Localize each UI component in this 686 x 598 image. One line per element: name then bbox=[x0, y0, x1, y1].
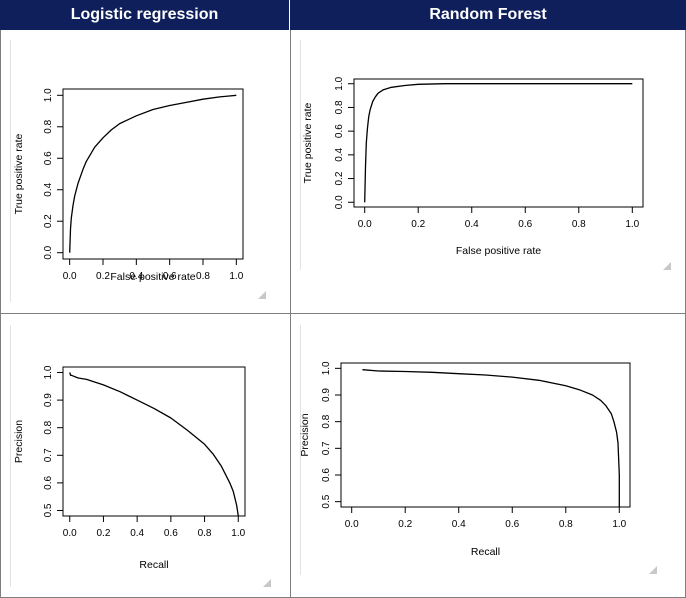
curve-line bbox=[69, 372, 239, 517]
plot-frame bbox=[62, 88, 244, 260]
x-tick-label: 0.6 bbox=[518, 219, 532, 230]
y-tick-label: 0.6 bbox=[43, 476, 54, 490]
x-tick-label: 1.0 bbox=[231, 528, 245, 539]
y-tick-label: 0.4 bbox=[43, 182, 54, 196]
y-tick-label: 0.8 bbox=[43, 420, 54, 434]
y-tick-label: 1.0 bbox=[43, 365, 54, 379]
curve-line bbox=[362, 369, 620, 507]
x-tick-label: 0.2 bbox=[96, 271, 110, 282]
x-tick-label: 1.0 bbox=[229, 271, 243, 282]
image-frame-rf-pr bbox=[300, 325, 676, 575]
plot-frame bbox=[62, 366, 246, 517]
y-tick-label: 1.0 bbox=[321, 361, 332, 375]
y-axis-label: True positive rate bbox=[13, 133, 25, 214]
image-frame-rf-roc bbox=[300, 40, 676, 270]
y-tick-label: 0.2 bbox=[43, 214, 54, 228]
y-axis-label: Precision bbox=[299, 413, 311, 456]
y-tick-label: 0.7 bbox=[321, 441, 332, 455]
plot-frame bbox=[340, 362, 631, 508]
y-tick-label: 0.5 bbox=[43, 503, 54, 517]
resize-handle-icon[interactable] bbox=[263, 579, 271, 587]
x-tick-label: 0.0 bbox=[345, 519, 359, 530]
x-tick-label: 0.8 bbox=[198, 528, 212, 539]
x-tick-label: 0.2 bbox=[96, 528, 110, 539]
table-border-row bbox=[0, 313, 686, 314]
x-tick-label: 0.6 bbox=[505, 519, 519, 530]
resize-handle-icon[interactable] bbox=[649, 566, 657, 574]
x-tick-label: 0.4 bbox=[465, 219, 479, 230]
y-tick-label: 1.0 bbox=[43, 88, 54, 102]
y-tick-label: 0.4 bbox=[334, 147, 345, 161]
x-axis-label: Recall bbox=[139, 559, 168, 571]
curve-line bbox=[364, 83, 633, 203]
x-tick-label: 0.4 bbox=[129, 271, 143, 282]
y-tick-label: 0.6 bbox=[321, 468, 332, 482]
image-frame-lr-roc bbox=[10, 40, 281, 302]
x-tick-label: 1.0 bbox=[625, 219, 639, 230]
x-tick-label: 0.8 bbox=[572, 219, 586, 230]
x-tick-label: 0.4 bbox=[452, 519, 466, 530]
x-tick-label: 0.6 bbox=[163, 271, 177, 282]
rf-pr-chart: 0.0 0.2 0.4 0.6 0.8 1.0 0.5 0.6 0.7 0.8 0.9 1.0 Reca… bbox=[299, 361, 631, 558]
lr-pr-chart: 0.0 0.2 0.4 0.6 0.8 1.0 0.5 0.6 0.7 0.8 0.9 1.0 Reca… bbox=[13, 365, 246, 571]
x-tick-label: 0.8 bbox=[559, 519, 573, 530]
rf-roc-chart: 0.0 0.2 0.4 0.6 0.8 1.0 0.0 0.2 0.4 0.6 0.8 1.0 Fals… bbox=[302, 76, 644, 257]
y-tick-label: 0.8 bbox=[321, 414, 332, 428]
y-tick-label: 1.0 bbox=[334, 76, 345, 90]
y-tick-label: 0.5 bbox=[321, 494, 332, 508]
y-tick-label: 0.2 bbox=[334, 171, 345, 185]
x-axis-label: False positive rate bbox=[110, 271, 195, 283]
y-tick-label: 0.8 bbox=[334, 100, 345, 114]
x-tick-label: 1.0 bbox=[612, 519, 626, 530]
y-tick-label: 0.8 bbox=[43, 119, 54, 133]
x-tick-label: 0.4 bbox=[130, 528, 144, 539]
image-frame-lr-pr bbox=[10, 325, 281, 587]
table-border-middle bbox=[290, 30, 291, 598]
y-tick-label: 0.0 bbox=[334, 195, 345, 209]
x-axis-label: False positive rate bbox=[456, 245, 541, 257]
x-tick-label: 0.6 bbox=[164, 528, 178, 539]
y-tick-label: 0.0 bbox=[43, 245, 54, 259]
x-tick-label: 0.0 bbox=[63, 528, 77, 539]
x-tick-label: 0.2 bbox=[411, 219, 425, 230]
y-axis-label: Precision bbox=[13, 420, 25, 463]
plot-frame bbox=[353, 78, 644, 208]
x-tick-label: 0.0 bbox=[63, 271, 77, 282]
x-tick-label: 0.2 bbox=[398, 519, 412, 530]
resize-handle-icon[interactable] bbox=[258, 291, 266, 299]
y-tick-label: 0.9 bbox=[321, 388, 332, 402]
header-random-forest: Random Forest bbox=[290, 0, 686, 30]
lr-roc-chart: 0.0 0.2 0.4 0.6 0.8 1.0 0.0 0.2 0.4 0.6 0.8 1.0 Fals… bbox=[13, 88, 244, 283]
y-tick-label: 0.9 bbox=[43, 393, 54, 407]
table-border-left bbox=[0, 30, 1, 598]
x-tick-label: 0.0 bbox=[358, 219, 372, 230]
curve-line bbox=[69, 94, 237, 253]
header-logistic-regression: Logistic regression bbox=[0, 0, 290, 30]
y-axis-label: True positive rate bbox=[302, 102, 314, 183]
resize-handle-icon[interactable] bbox=[663, 262, 671, 270]
x-tick-label: 0.8 bbox=[196, 271, 210, 282]
y-tick-label: 0.7 bbox=[43, 448, 54, 462]
x-axis-label: Recall bbox=[471, 546, 500, 558]
y-tick-label: 0.6 bbox=[43, 151, 54, 165]
y-tick-label: 0.6 bbox=[334, 124, 345, 138]
